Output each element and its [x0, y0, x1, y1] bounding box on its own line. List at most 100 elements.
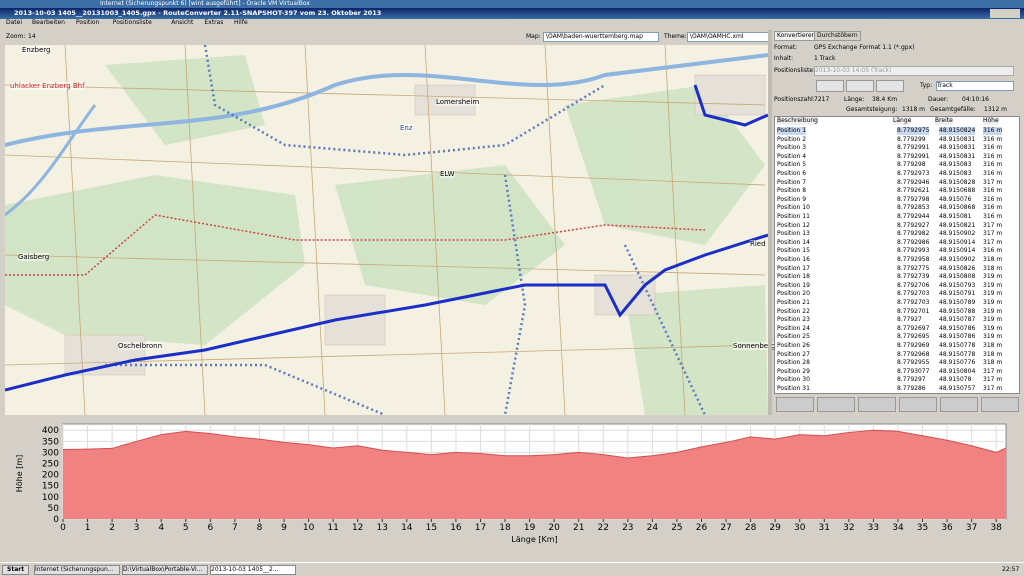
y-tick-label: 0	[53, 515, 59, 525]
list-button[interactable]	[940, 397, 978, 412]
table-cell: Position 9	[777, 195, 807, 203]
task-item[interactable]: Internet (Sicherungspun...	[34, 565, 120, 575]
menu-item[interactable]: Positionsliste	[112, 19, 152, 26]
table-cell: 48.9150902	[939, 230, 976, 238]
table-cell: 8.7792697	[897, 324, 930, 332]
menu-item[interactable]: Hilfe	[234, 19, 248, 26]
table-cell: 48.9150757	[939, 385, 976, 392]
table-cell: 318 m	[983, 350, 1003, 358]
task-item[interactable]: 2013-10-03 1405__2...	[210, 565, 296, 575]
table-cell: Position 17	[777, 264, 810, 272]
task-item[interactable]: D:\VirtualBox\Portable-Vi...	[122, 565, 208, 575]
table-cell: 48.9150778	[939, 342, 976, 349]
column-header[interactable]: Beschreibung	[777, 117, 818, 125]
list-button[interactable]	[981, 397, 1019, 412]
stat-value: 1318 m	[902, 106, 926, 113]
table-cell: Position 25	[777, 333, 810, 341]
table-cell: 48.915076	[939, 195, 972, 203]
table-cell: Position 15	[777, 247, 810, 255]
x-tick-label: 27	[720, 523, 731, 533]
column-header[interactable]: Länge	[893, 117, 912, 125]
table-cell: 8.7792798	[897, 195, 930, 203]
map-select[interactable]: \OAM\baden-wuerttemberg.map	[543, 32, 659, 42]
table-cell: 48.9150914	[939, 247, 976, 255]
table-cell: Position 12	[777, 221, 810, 229]
x-tick-label: 29	[769, 523, 781, 533]
splitter[interactable]	[768, 30, 772, 415]
x-tick-label: 1	[85, 523, 91, 533]
background-window-bar	[0, 0, 1024, 8]
stat-label: Dauer:	[928, 96, 949, 103]
theme-select[interactable]: \OAM\OAMHC.xml	[687, 32, 769, 42]
map-label: Map:	[526, 33, 541, 40]
inhalt-value: 1 Track	[814, 55, 836, 62]
x-tick-label: 19	[524, 523, 536, 533]
toolbar-button[interactable]	[846, 80, 874, 92]
table-cell: 317 m	[983, 178, 1003, 186]
menu-item[interactable]: Bearbeiten	[32, 19, 65, 26]
x-tick-label: 7	[232, 523, 238, 533]
table-cell: 8.7792973	[897, 170, 930, 177]
typ-label: Typ:	[920, 82, 933, 89]
table-cell: 48.9150831	[939, 135, 976, 143]
x-tick-label: 8	[257, 523, 263, 533]
list-button[interactable]	[858, 397, 896, 412]
table-cell: 48.9150821	[939, 221, 976, 229]
theme-label: Theme:	[664, 33, 687, 40]
x-tick-label: 26	[696, 523, 708, 533]
menu-item[interactable]: Position	[76, 19, 100, 26]
table-cell: Position 8	[777, 187, 807, 195]
map-label: Ried	[750, 240, 766, 248]
map-label: Sonnenberg	[733, 342, 776, 350]
menu-item[interactable]: Datei	[6, 19, 23, 26]
table-cell: 48.9150824	[939, 127, 976, 135]
x-tick-label: 23	[622, 523, 633, 533]
table-cell: Position 27	[777, 350, 810, 358]
start-button[interactable]: Start	[2, 565, 30, 575]
table-cell: 8.779286	[897, 385, 926, 392]
y-tick-label: 300	[42, 448, 59, 458]
table-cell: Position 11	[777, 213, 810, 220]
table-cell: 317 m	[983, 221, 1003, 229]
table-cell: Position 20	[777, 290, 810, 298]
toolbar-button[interactable]	[876, 80, 904, 92]
y-tick-label: 350	[42, 437, 59, 447]
column-header[interactable]: Breite	[935, 117, 953, 125]
tab[interactable]: Durchstöbern	[814, 31, 861, 41]
table-cell: Position 2	[777, 135, 807, 143]
table-cell: 317 m	[983, 367, 1003, 375]
elevation-line	[62, 429, 1007, 459]
x-axis-label: Länge [Km]	[511, 535, 557, 544]
list-button[interactable]	[776, 397, 814, 412]
window-controls[interactable]	[990, 9, 1020, 18]
positionsliste-select[interactable]: 2013-10-03 14:05 (Track)	[814, 66, 1014, 76]
table-cell: Position 28	[777, 359, 810, 367]
map-label: Enzberg	[22, 46, 51, 54]
column-header[interactable]: Höhe	[983, 117, 999, 125]
table-cell: 319 m	[983, 290, 1003, 298]
table-cell: 8.77927	[897, 316, 922, 324]
map-label: Lomersheim	[436, 98, 480, 106]
table-cell: 48.9150786	[939, 333, 976, 341]
format-label: Format:	[774, 44, 798, 51]
x-tick-label: 6	[207, 523, 213, 533]
table-cell: 317 m	[983, 230, 1003, 238]
table-cell: 316 m	[983, 204, 1003, 212]
table-cell: Position 22	[777, 307, 810, 315]
tab[interactable]: Konvertieren	[774, 31, 819, 41]
typ-select[interactable]: Track	[936, 81, 1014, 91]
menu-item[interactable]: Ansicht	[171, 19, 194, 26]
toolbar-button[interactable]	[816, 80, 844, 92]
list-button[interactable]	[899, 397, 937, 412]
menu-item[interactable]: Extras	[204, 19, 224, 26]
table-cell: 8.7792946	[897, 178, 930, 186]
map[interactable]	[5, 45, 768, 415]
list-button[interactable]	[817, 397, 855, 412]
table-cell: 8.7792955	[897, 359, 930, 367]
table-cell: 8.7792701	[897, 307, 930, 315]
table-cell: 318 m	[983, 359, 1003, 367]
table-cell: Position 7	[777, 178, 807, 186]
x-tick-label: 35	[917, 523, 928, 533]
table-cell: 48.9150786	[939, 324, 976, 332]
